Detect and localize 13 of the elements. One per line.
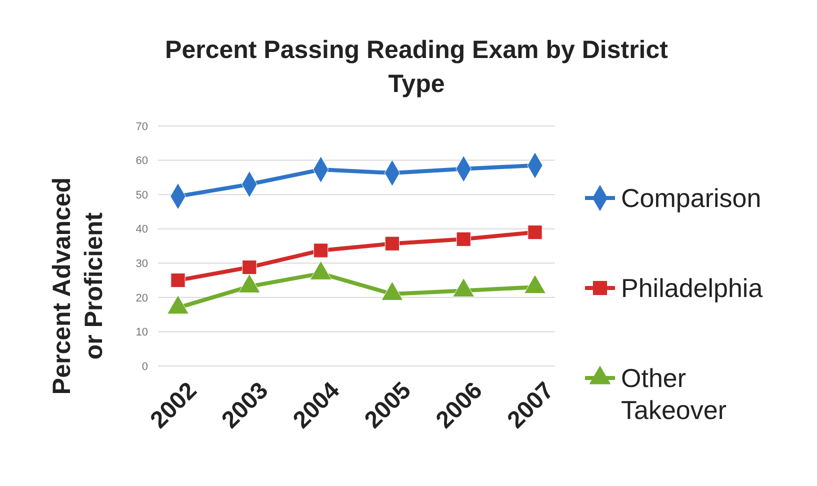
legend-label: Other Takeover	[621, 363, 727, 426]
legend-label: Comparison	[621, 183, 762, 214]
y-tick-label: 60	[136, 155, 148, 168]
y-tick-label: 10	[136, 326, 148, 339]
y-tick-label: 0	[142, 360, 148, 373]
y-tick-label: 20	[136, 292, 148, 304]
y-tick-label: 30	[136, 258, 148, 270]
y-tick-label: 70	[136, 120, 148, 133]
chart-title: Percent Passing Reading Exam by District Type	[165, 36, 669, 98]
y-axis-title: Percent Advanced or Proficient	[48, 177, 108, 395]
y-tick-label: 50	[136, 189, 148, 202]
y-tick-label: 40	[136, 224, 148, 236]
legend-label: Philadelphia	[621, 273, 764, 304]
